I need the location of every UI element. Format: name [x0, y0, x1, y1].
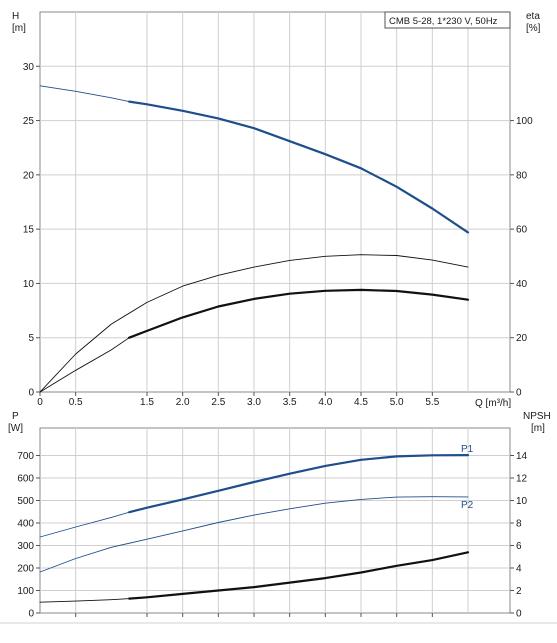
- right-axis-tick-label: 2: [516, 586, 522, 597]
- right-axis-tick-label: 0: [516, 609, 522, 620]
- series-label-p2: P2: [461, 500, 474, 511]
- right-axis-label-line1: NPSH: [523, 411, 551, 422]
- series-label-p1: P1: [461, 444, 474, 455]
- right-axis-tick-label: 40: [516, 279, 528, 290]
- axis-ticks: 0 100 200 300 400 500 600 700 0 2 4 6 8 10 12 14: [17, 451, 527, 620]
- chart-frame-bottom: [39, 427, 511, 614]
- curve-right-axis-thick: [128, 551, 470, 600]
- x-axis-tick-label: 2.0: [176, 397, 190, 408]
- left-axis-tick-label: 25: [23, 116, 35, 127]
- left-axis-tick-label: 30: [23, 62, 35, 73]
- x-axis-tick-label: 4.0: [318, 397, 332, 408]
- left-axis-tick-label: 0: [28, 388, 34, 399]
- axis-ticks: 0 5 10 15 20 25 30 0 20 40 60 80 100 0 0.5 1.5 2.0 2.5 3.0…: [23, 62, 533, 408]
- x-axis-tick-label: 0: [37, 397, 43, 408]
- right-axis-tick-label: 100: [516, 116, 533, 127]
- curve-p1-thin: [39, 511, 130, 538]
- curve-right-axis-thin: [39, 337, 130, 393]
- right-axis-tick-label: 4: [516, 564, 522, 575]
- curves: [39, 85, 470, 393]
- right-axis-tick-label: 6: [516, 541, 522, 552]
- left-axis-tick-label: 15: [23, 225, 35, 236]
- left-axis-label-line2: [m]: [12, 23, 26, 34]
- right-axis-tick-label: 12: [516, 474, 528, 485]
- left-axis-label-line1: H: [12, 11, 19, 22]
- left-axis-tick-label: 400: [17, 519, 34, 530]
- left-axis-tick-label: 20: [23, 170, 35, 181]
- curve-right-axis-thick: [128, 288, 470, 339]
- x-axis-tick-label: 3.0: [247, 397, 261, 408]
- left-axis-tick-label: 200: [17, 564, 34, 575]
- left-axis-label-line2: [W]: [8, 423, 23, 434]
- right-axis-label-line2: [m]: [531, 423, 545, 434]
- right-axis-label-line2: [%]: [526, 23, 541, 34]
- x-axis-tick-label: 3.5: [283, 397, 297, 408]
- left-axis-tick-label: 10: [23, 279, 35, 290]
- right-axis-tick-label: 0: [516, 388, 522, 399]
- x-axis-tick-label: 2.5: [211, 397, 225, 408]
- curve-left-axis-thick: [128, 100, 470, 234]
- legend-text: CMB 5-28, 1*230 V, 50Hz: [389, 16, 498, 27]
- left-axis-label-line1: P: [12, 411, 19, 422]
- right-axis-tick-label: 14: [516, 451, 528, 462]
- x-axis-tick-label: 5.0: [390, 397, 404, 408]
- left-axis-tick-label: 5: [28, 333, 34, 344]
- chart-frame-top: [39, 11, 511, 393]
- right-axis-tick-label: 10: [516, 496, 528, 507]
- curve-p2-thin: [39, 496, 469, 573]
- legend-box: [384, 11, 511, 29]
- curve-p1-thick: [128, 454, 470, 514]
- grid-lines: [40, 12, 510, 392]
- x-axis-tick-label: 5.5: [425, 397, 439, 408]
- left-axis-tick-label: 500: [17, 496, 34, 507]
- left-axis-tick-label: 100: [17, 586, 34, 597]
- head-efficiency-chart: 0 5 10 15 20 25 30 0 20 40 60 80 100 0 0.5 1.5 2.0 2.5 3.0…: [12, 11, 541, 409]
- right-axis-tick-label: 20: [516, 333, 528, 344]
- left-axis-tick-label: 700: [17, 451, 34, 462]
- curve-right-axis-thin: [39, 254, 469, 393]
- curve-right-axis-thin: [39, 598, 130, 603]
- left-axis-tick-label: 300: [17, 541, 34, 552]
- left-axis-tick-label: 0: [28, 609, 34, 620]
- right-axis-label-line1: eta: [526, 11, 540, 22]
- curve-left-axis-thin: [39, 85, 130, 103]
- x-axis-tick-label: 1.5: [140, 397, 154, 408]
- left-axis-tick-label: 600: [17, 474, 34, 485]
- curves: [39, 454, 470, 603]
- x-axis-tick-label: 0.5: [69, 397, 83, 408]
- x-axis-label: Q [m³/h]: [475, 398, 511, 409]
- right-axis-tick-label: 60: [516, 225, 528, 236]
- x-axis-tick-label: 4.5: [354, 397, 368, 408]
- right-axis-tick-label: 8: [516, 519, 522, 530]
- right-axis-tick-label: 80: [516, 170, 528, 181]
